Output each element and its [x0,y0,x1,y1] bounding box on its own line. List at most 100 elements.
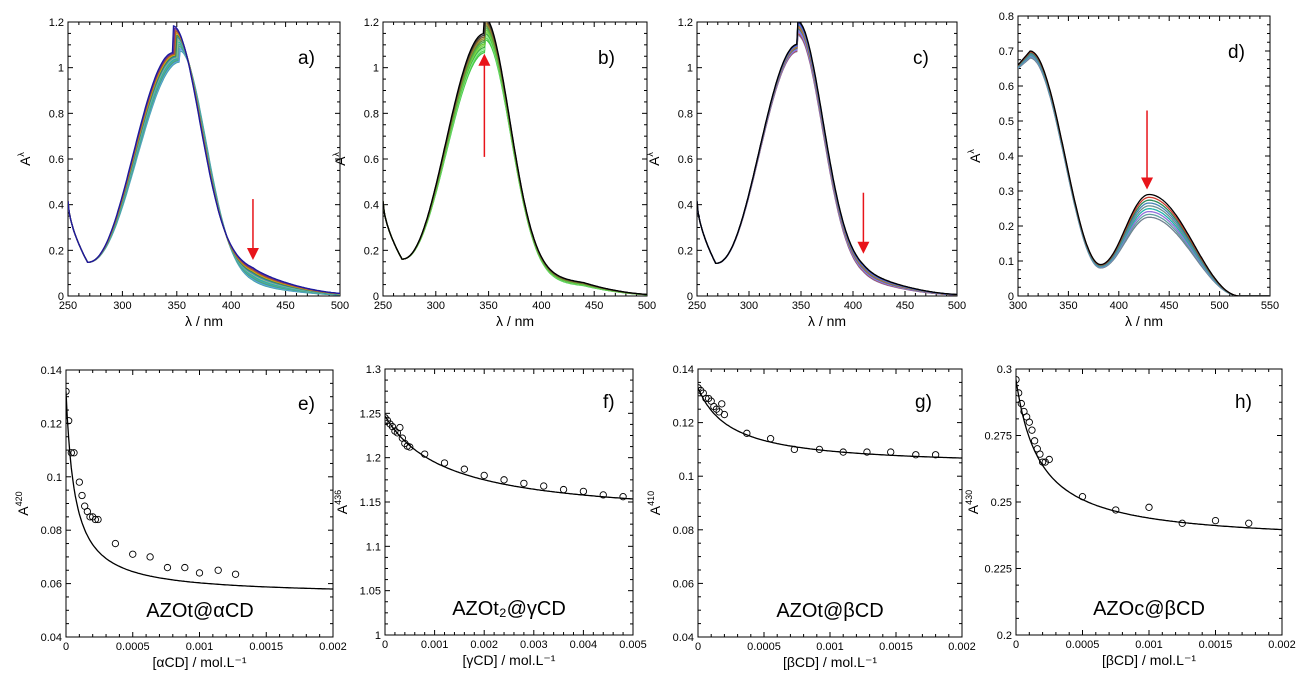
trend-arrow-head [246,248,259,261]
y-tick-label: 1.3 [366,364,381,376]
y-tick-label: 0 [58,291,64,303]
y-tick-label: 0.2 [364,245,379,257]
spectrum-line-9 [383,32,647,296]
fit-curve [698,387,962,459]
data-point-18 [540,482,548,490]
y-tick-label: 1 [375,630,381,642]
y-axis-label: Aλ [16,152,33,166]
y-tick-label: 1.2 [678,17,693,29]
spectrum-line-9 [68,43,340,296]
data-point-4 [388,422,397,431]
data-point-19 [912,451,920,459]
y-tick-label: 0.2 [999,221,1014,233]
x-tick-label: 300 [1009,300,1027,312]
x-axis-label: λ / nm [496,313,534,329]
data-point-19 [1245,519,1253,527]
data-point-8 [1030,437,1039,445]
x-tick-label: 250 [374,300,392,312]
data-point-21 [599,491,607,499]
data-point-1 [385,414,389,422]
plot-frame [384,368,634,636]
data-point-17 [181,563,189,572]
y-tick-label: 0.1 [47,472,62,484]
data-point-12 [1041,458,1049,466]
data-point-12 [743,429,751,437]
y-axis-label: Aλ [645,152,662,166]
y-tick-label: 1 [373,63,379,75]
data-point-16 [839,448,847,456]
panel-label: g) [915,392,932,413]
y-tick-label: 0.4 [678,200,693,212]
y-tick-label: 1 [58,63,64,75]
data-point-4 [70,449,78,457]
y-tick-label: 0.4 [364,200,379,212]
data-point-19 [214,566,222,574]
plot-frame [65,369,334,638]
x-tick-label: 500 [1210,300,1228,312]
data-point-7 [1028,426,1036,434]
x-tick-label: 250 [59,300,77,312]
data-point-2 [698,386,705,395]
y-tick-label: 0.25 [991,497,1012,509]
y-tick-label: 0.04 [41,632,62,644]
trend-arrow-head [478,53,491,66]
y-tick-label: 0 [1008,291,1014,303]
x-tick-label: 0.002 [948,641,976,653]
x-tick-label: 400 [844,300,862,312]
x-tick-label: 0.001 [816,641,844,653]
x-tick-label: 450 [896,300,914,312]
data-point-18 [1211,516,1220,525]
x-tick-label: 450 [276,300,294,312]
panel-a: 250 300 350 400 450 500 0 0.2 0.4 0.6 0.8 1 1.2 λ / n… [16,17,349,329]
x-axis-label: λ / nm [1125,313,1163,329]
x-tick-label: 350 [792,300,810,312]
data-point-15 [146,553,154,561]
y-axis-label: Aλ [966,149,983,163]
spectrum-line-10 [697,31,957,296]
spectrum-line-2 [1018,51,1270,296]
data-point-18 [887,448,895,456]
spectrum-line-7 [1018,55,1270,296]
spectrum-line-3 [1018,52,1270,296]
y-tick-label: 1 [687,63,693,75]
panel-d: 300 350 400 450 500 550 0 0.1 0.2 0.3 0.4 0.5 0.6 0.7… [966,11,1279,329]
data-point-6 [1025,418,1033,426]
spectrum-line-1 [697,22,957,296]
data-point-16 [1145,503,1153,511]
y-tick-label: 1.2 [49,17,64,29]
y-tick-label: 0.1 [679,471,694,483]
data-point-19 [559,485,568,494]
y-tick-label: 0.4 [49,200,64,212]
y-tick-label: 1.05 [360,586,381,598]
y-tick-label: 0.14 [41,365,62,377]
x-tick-label: 0.002 [319,641,347,653]
trend-arrow-head [857,241,870,254]
panel-b: 250 300 350 400 450 500 0 0.2 0.4 0.6 0.8 1 1.2 λ / n… [331,17,656,329]
x-tick-label: 300 [427,300,445,312]
panel-label: d) [1228,42,1245,63]
spectrum-line-8 [383,30,647,296]
x-tick-label: 0.0005 [747,641,781,653]
data-point-17 [1178,519,1186,527]
spectrum-line-1 [68,24,340,295]
panel-h: 0 0.0005 0.001 0.0015 0.002 0.2 0.225 0.25 0.275… [964,364,1296,668]
data-point-20 [931,451,940,459]
spectrum-line-10 [68,45,340,296]
x-tick-label: 0.0015 [879,641,913,653]
fit-curve [385,415,633,500]
panel-label: a) [298,48,315,69]
y-tick-label: 1.1 [366,541,381,553]
compound-label: AZOt₂@γCD [452,598,566,620]
y-tick-label: 0.275 [984,431,1012,443]
data-point-2 [1016,389,1023,397]
data-point-20 [579,487,588,496]
panel-f: 0 0.001 0.002 0.003 0.004 0.005 1 1.05 1.1 1.15 1.… [333,364,647,668]
y-tick-label: 0.6 [49,154,64,166]
y-tick-label: 0.6 [678,154,693,166]
y-tick-label: 0.06 [673,578,694,590]
spectrum-line-8 [697,29,957,296]
x-tick-label: 550 [1261,300,1279,312]
data-point-15 [480,471,488,480]
data-point-3 [386,420,394,428]
